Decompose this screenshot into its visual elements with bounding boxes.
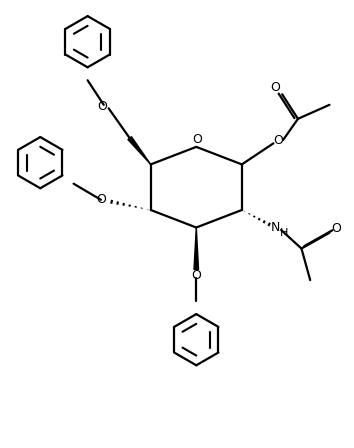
Text: H: H — [280, 228, 288, 238]
Text: N: N — [271, 221, 281, 234]
Text: O: O — [97, 100, 107, 113]
Text: O: O — [192, 133, 202, 146]
Text: O: O — [332, 222, 342, 235]
Text: O: O — [274, 134, 284, 147]
Text: O: O — [270, 82, 280, 95]
Text: O: O — [192, 269, 201, 282]
Text: O: O — [97, 193, 107, 207]
Polygon shape — [194, 228, 199, 270]
Polygon shape — [128, 137, 151, 164]
